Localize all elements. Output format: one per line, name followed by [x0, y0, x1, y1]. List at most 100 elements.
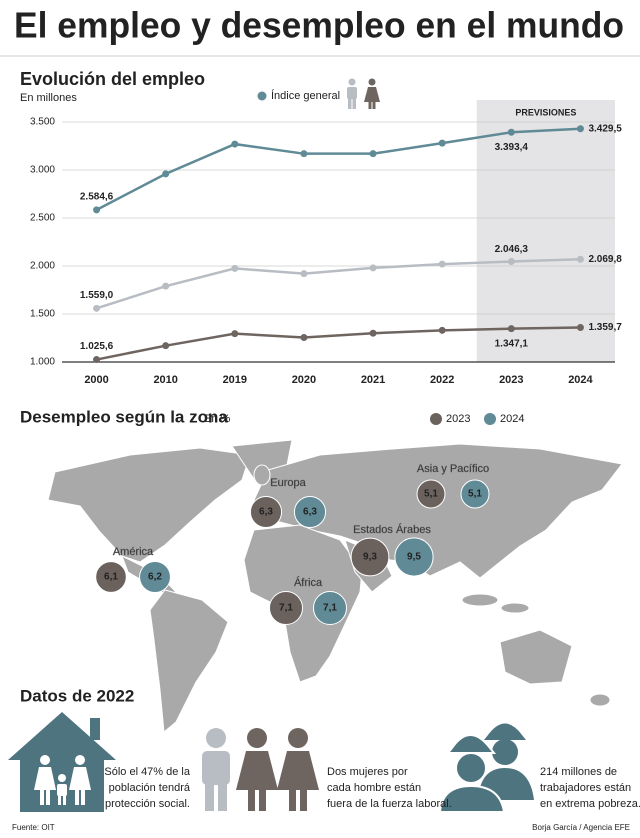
x-tick-label: 2024: [568, 374, 593, 386]
legend-label: 2023: [446, 413, 470, 425]
point: [576, 323, 584, 331]
fact-line: protección social.: [105, 798, 190, 810]
point: [231, 140, 239, 148]
series-line: [96, 258, 581, 310]
point: [507, 325, 515, 333]
series-line: [96, 326, 581, 361]
value-label: 2.069,8: [588, 254, 622, 265]
point: [369, 329, 377, 337]
legend-marker: [257, 91, 267, 101]
fact-line: cada hombre están: [327, 782, 421, 794]
region-label: Estados Árabes: [353, 523, 431, 536]
point: [507, 128, 515, 136]
y-tick-label: 1.500: [30, 309, 55, 320]
fact-line: fuera de la fuerza laboral.: [327, 798, 452, 810]
region-label: Asia y Pacífico: [417, 463, 489, 475]
point: [162, 170, 170, 178]
bubble: [293, 495, 327, 529]
point: [369, 150, 377, 158]
x-tick-label: 2010: [153, 374, 177, 386]
point: [231, 264, 239, 272]
page-title: El empleo y desempleo en el mundo: [14, 5, 624, 46]
value-label: 1.025,6: [80, 341, 114, 352]
world-map: [47, 439, 623, 733]
bubble-label: 7,1: [279, 603, 293, 614]
y-tick-label: 3.500: [30, 117, 55, 128]
point: [507, 258, 515, 266]
chart-subtitle: En %: [204, 413, 231, 425]
bubble-label: 7,1: [323, 603, 337, 614]
region-label: América: [113, 546, 154, 558]
value-label: 1.559,0: [80, 290, 114, 301]
fact-line: Dos mujeres por: [327, 766, 408, 778]
forecast-label: PREVISIONES: [515, 107, 576, 117]
legend-label: 2024: [500, 413, 524, 425]
value-label: 3.393,4: [495, 142, 529, 153]
bubble-label: 6,1: [104, 572, 118, 583]
workers-icon: [438, 723, 534, 813]
legend-man-icon: [347, 78, 357, 109]
region-label: Europa: [270, 477, 306, 489]
point: [438, 260, 446, 268]
source: Fuente: OIT: [12, 823, 55, 832]
bubble: [394, 537, 434, 577]
x-tick-label: 2022: [430, 374, 454, 386]
point: [438, 139, 446, 147]
legend-marker: [430, 413, 442, 425]
value-label: 1.359,7: [588, 322, 622, 333]
bubble: [312, 590, 348, 626]
point: [576, 255, 584, 263]
bubble: [249, 495, 283, 529]
point: [162, 342, 170, 350]
bubble: [95, 561, 127, 593]
point: [162, 282, 170, 290]
point: [93, 206, 101, 214]
bubble-label: 5,1: [468, 489, 482, 500]
x-tick-label: 2020: [292, 374, 316, 386]
x-tick-label: 2000: [84, 374, 108, 386]
y-tick-label: 2.000: [30, 261, 55, 272]
fact-line: 214 millones de: [540, 766, 617, 778]
value-label: 1.347,1: [495, 338, 529, 349]
x-tick-label: 2023: [499, 374, 523, 386]
bubble: [460, 479, 490, 509]
y-tick-label: 1.000: [30, 357, 55, 368]
bubble-label: 9,3: [363, 552, 377, 563]
point: [231, 330, 239, 338]
value-label: 2.584,6: [80, 192, 114, 203]
value-label: 3.429,5: [588, 123, 622, 134]
y-tick-label: 2.500: [30, 213, 55, 224]
point: [300, 334, 308, 342]
region-label: África: [294, 576, 323, 589]
bubble: [350, 537, 390, 577]
chart-title: Evolución del empleo: [20, 69, 205, 89]
bubble: [268, 590, 304, 626]
bubble: [416, 479, 446, 509]
point: [369, 264, 377, 272]
forecast-shade: [476, 100, 615, 362]
point: [93, 356, 101, 364]
value-label: 2.046,3: [495, 244, 529, 255]
fact-line: trabajadores están: [540, 782, 631, 794]
y-tick-label: 3.000: [30, 165, 55, 176]
point: [93, 304, 101, 312]
fact-line: en extrema pobreza.: [540, 798, 640, 810]
bubble-label: 9,5: [407, 552, 421, 563]
bubble-label: 6,2: [148, 572, 162, 583]
series-line: [95, 127, 581, 211]
legend-label: Índice general: [271, 89, 340, 102]
bubble-label: 6,3: [259, 507, 273, 518]
legend-marker: [484, 413, 496, 425]
house-icon: [8, 712, 116, 812]
facts-title: Datos de 2022: [20, 686, 134, 705]
chart-subtitle: En millones: [20, 92, 77, 104]
point: [300, 270, 308, 278]
bubble: [139, 561, 171, 593]
chart-title: Desempleo según la zona: [20, 407, 228, 426]
point: [576, 125, 584, 133]
credit: Borja García / Agencia EFE: [532, 823, 630, 832]
point: [300, 150, 308, 158]
x-tick-label: 2021: [361, 374, 385, 386]
